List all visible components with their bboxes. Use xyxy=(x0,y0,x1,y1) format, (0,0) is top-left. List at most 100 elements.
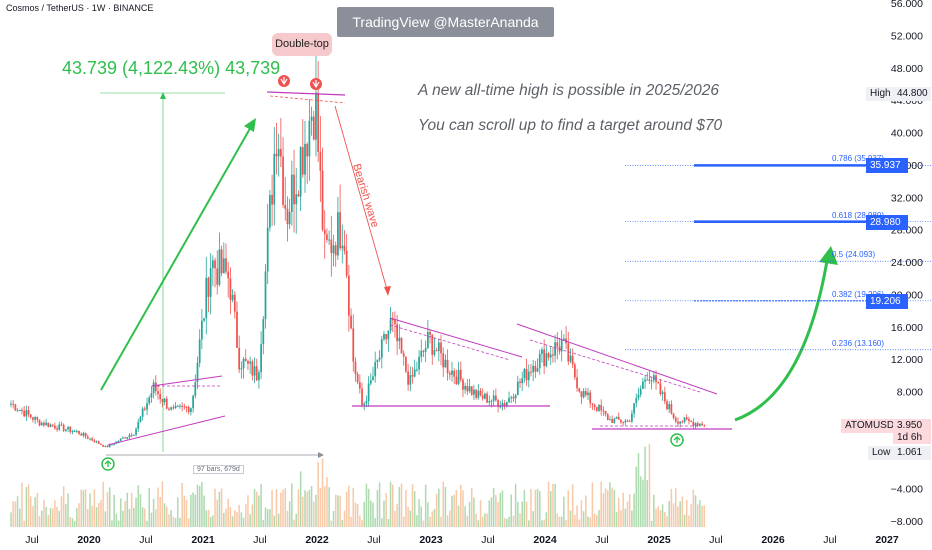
candle-body xyxy=(290,174,293,212)
candle-body xyxy=(416,369,418,371)
volume-bar xyxy=(453,494,455,527)
volume-bar xyxy=(89,493,91,527)
candle-body xyxy=(321,170,324,230)
volume-bar xyxy=(310,485,313,527)
candle-body xyxy=(549,354,552,358)
volume-bar xyxy=(405,490,407,527)
candle-body xyxy=(205,277,208,319)
candle-body xyxy=(505,402,508,407)
volume-bar xyxy=(457,505,460,527)
candle-body xyxy=(628,420,631,422)
volume-bar xyxy=(685,500,688,527)
candle-body xyxy=(143,408,146,410)
candle-body xyxy=(38,419,41,426)
candle-body xyxy=(411,375,414,377)
candle-body xyxy=(604,411,607,415)
volume-bar xyxy=(639,476,642,527)
up-arrow-icon xyxy=(104,460,112,467)
volume-layer xyxy=(10,443,706,527)
x-axis-tick-label: 2020 xyxy=(77,534,101,546)
volume-bar xyxy=(473,497,475,527)
volume-bar xyxy=(688,515,690,527)
volume-bar xyxy=(179,517,181,527)
volume-bar xyxy=(675,488,677,527)
candle-body xyxy=(40,422,43,426)
candle-body xyxy=(674,417,677,422)
candle-body xyxy=(563,338,565,340)
candle-body xyxy=(71,431,74,433)
candle-body xyxy=(701,423,703,426)
volume-bar xyxy=(293,519,295,527)
volume-bar xyxy=(462,490,464,527)
candle-body xyxy=(361,388,363,406)
candle-body xyxy=(111,444,113,446)
candle-body xyxy=(589,392,592,404)
volume-bar xyxy=(45,506,47,527)
candle-body xyxy=(332,245,335,254)
candle-body xyxy=(685,417,688,420)
candle-body xyxy=(521,378,524,384)
volume-bar xyxy=(413,491,416,527)
volume-bar xyxy=(528,520,530,527)
candle-body xyxy=(503,403,506,407)
candle-body xyxy=(492,395,495,401)
candle-body xyxy=(569,355,572,362)
volume-bar xyxy=(407,506,409,527)
down-arrow-icon xyxy=(312,80,320,89)
volume-bar xyxy=(631,510,633,527)
candle-body xyxy=(258,372,260,381)
volume-bar xyxy=(201,481,203,527)
volume-bar xyxy=(238,504,240,527)
volume-bar xyxy=(492,487,495,527)
volume-bar xyxy=(115,513,118,527)
volume-bar xyxy=(378,482,381,527)
volume-bar xyxy=(207,509,210,527)
volume-bar xyxy=(466,515,469,527)
volume-bar xyxy=(372,502,374,527)
volume-bar xyxy=(78,503,80,527)
volume-bar xyxy=(350,516,352,527)
volume-bar xyxy=(244,504,247,527)
volume-bar xyxy=(203,495,205,527)
volume-bar xyxy=(69,516,72,527)
candle-body xyxy=(661,392,664,394)
volume-bar xyxy=(602,493,605,527)
volume-bar xyxy=(534,489,537,527)
candle-body xyxy=(488,401,491,403)
volume-bar xyxy=(124,501,126,527)
volume-bar xyxy=(556,513,559,527)
volume-bar xyxy=(159,497,161,527)
volume-bar xyxy=(549,491,552,527)
candle-body xyxy=(593,404,596,408)
axes-layer: 56.00052.00048.00044.00040.00036.00032.0… xyxy=(25,0,923,546)
candle-body xyxy=(501,403,504,407)
candle-body xyxy=(369,380,372,384)
candle-body xyxy=(231,294,234,300)
candle-body xyxy=(455,376,458,385)
volume-bar xyxy=(133,507,135,527)
wedge-top-line xyxy=(151,375,223,387)
x-axis-tick-label: Jul xyxy=(709,534,722,546)
volume-bar xyxy=(332,511,335,527)
candle-body xyxy=(484,393,486,399)
volume-bar xyxy=(62,486,65,527)
candle-body xyxy=(148,397,151,404)
candle-body xyxy=(622,422,625,424)
candle-body xyxy=(525,369,528,381)
volume-bar xyxy=(58,510,61,527)
candle-body xyxy=(159,394,162,400)
candle-body xyxy=(372,376,374,381)
candle-body xyxy=(402,353,405,357)
volume-bar xyxy=(501,490,504,527)
volume-bar xyxy=(299,471,302,527)
projection-arrow xyxy=(734,254,830,422)
volume-bar xyxy=(356,503,359,527)
volume-bar xyxy=(563,496,565,527)
volume-bar xyxy=(196,484,199,527)
candle-body xyxy=(440,342,442,354)
candle-body xyxy=(692,421,695,426)
candle-body xyxy=(310,116,313,121)
volume-bar xyxy=(617,497,620,527)
volume-bar xyxy=(308,489,311,527)
